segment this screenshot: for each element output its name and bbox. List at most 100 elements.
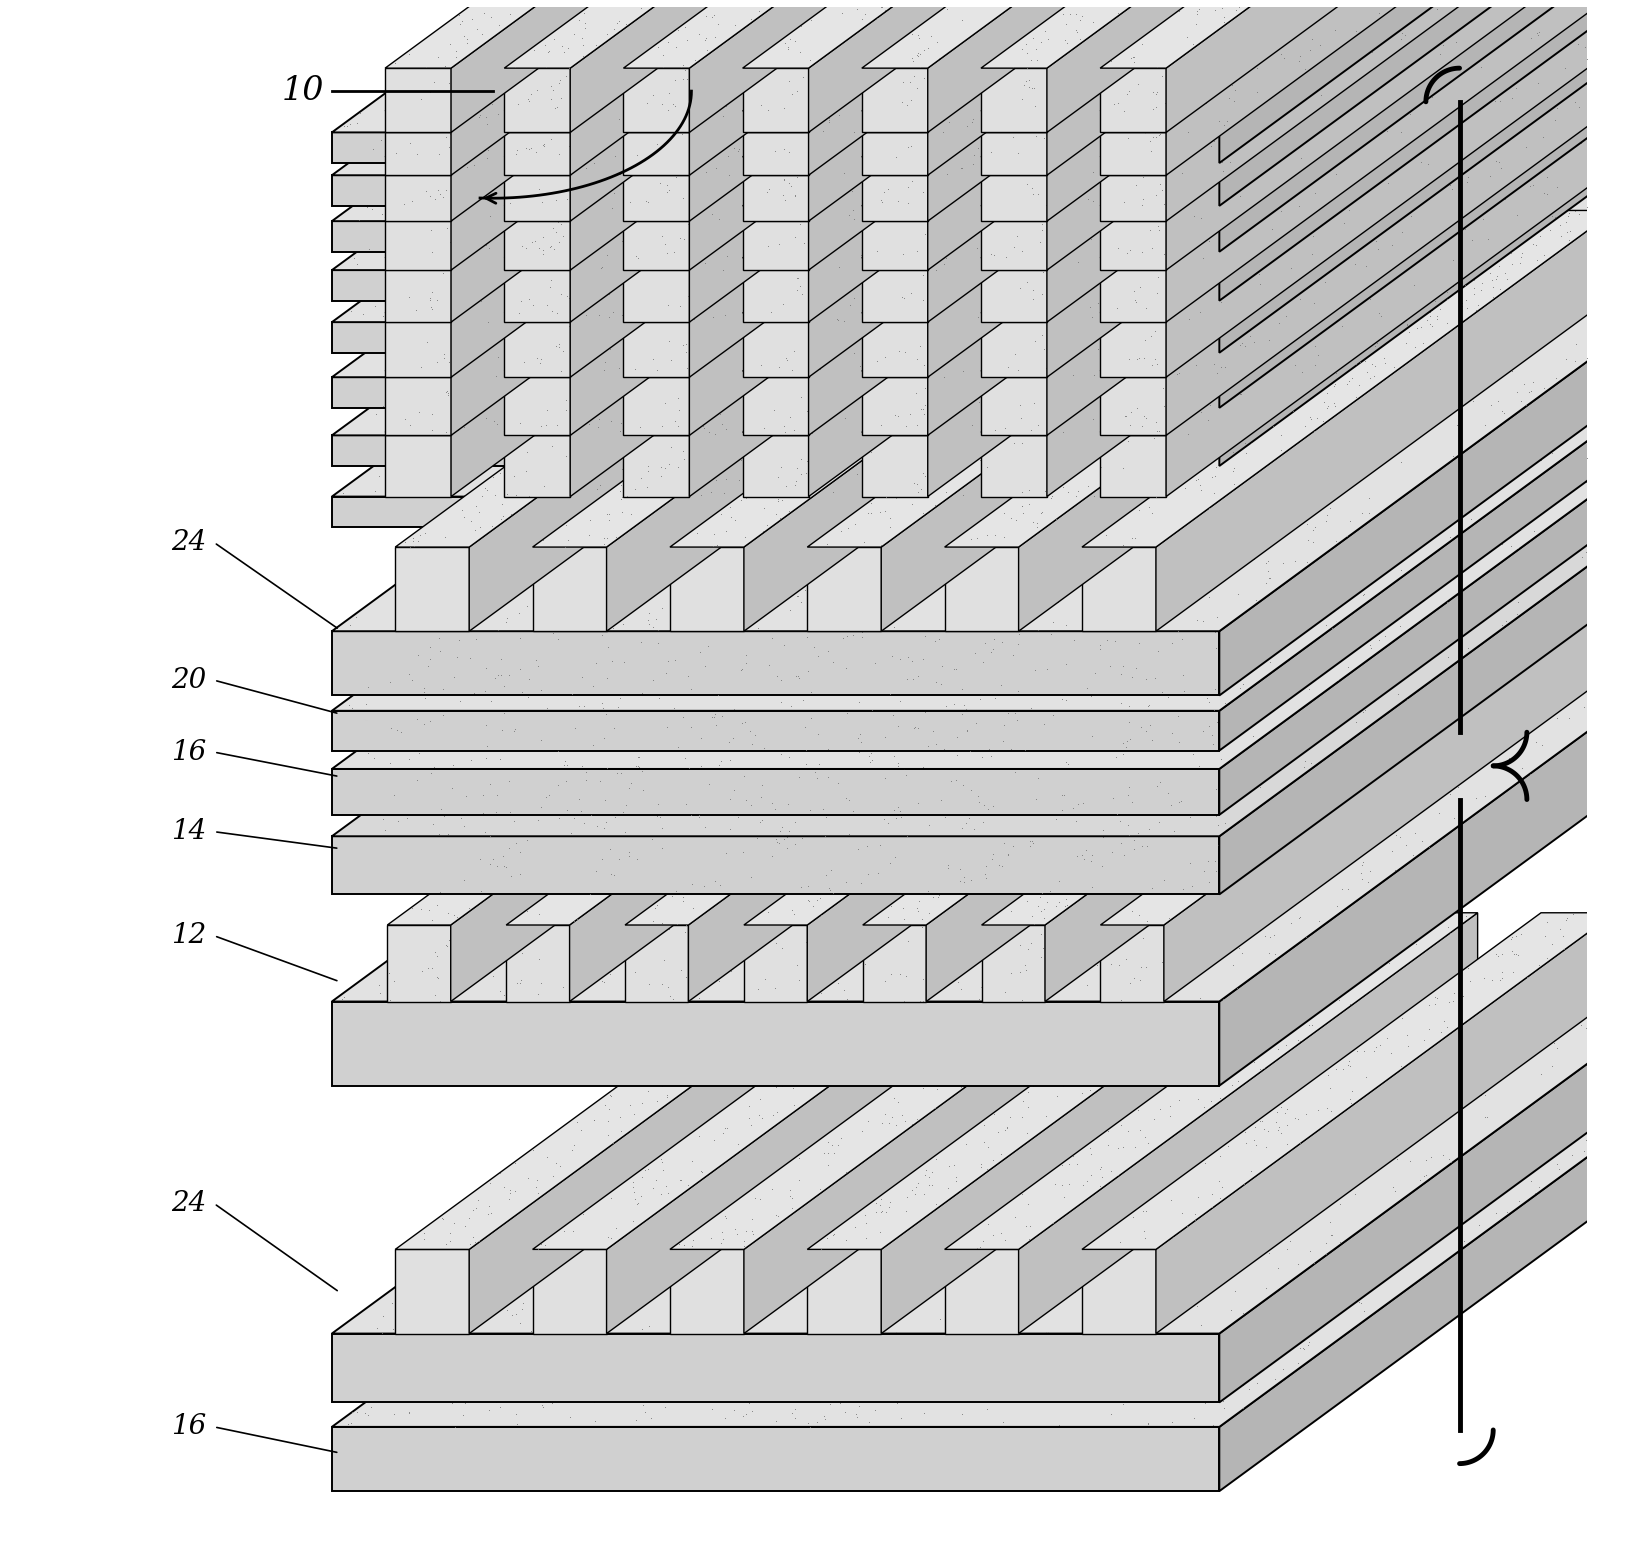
Point — [1416, 201, 1443, 225]
Point — [1267, 698, 1293, 723]
Point — [1240, 1340, 1267, 1365]
Point — [1211, 103, 1237, 128]
Point — [587, 437, 613, 462]
Point — [904, 567, 930, 591]
Point — [871, 131, 897, 156]
Point — [1314, 153, 1341, 178]
Point — [815, 627, 841, 652]
Point — [1112, 65, 1139, 90]
Point — [1009, 1156, 1035, 1181]
Point — [780, 6, 807, 31]
Point — [1007, 480, 1033, 505]
Point — [1058, 307, 1084, 332]
Point — [817, 1072, 843, 1096]
Point — [708, 156, 734, 181]
Point — [810, 706, 836, 730]
Point — [876, 375, 902, 400]
Point — [1209, 49, 1236, 74]
Point — [817, 128, 843, 153]
Point — [1257, 897, 1283, 922]
Point — [767, 1178, 794, 1203]
Point — [928, 8, 955, 32]
Point — [1009, 37, 1035, 62]
Point — [1374, 1025, 1400, 1050]
Point — [1101, 1034, 1127, 1059]
Point — [1382, 791, 1408, 815]
Point — [483, 40, 509, 65]
Point — [1424, 744, 1451, 769]
Point — [914, 994, 940, 1019]
Point — [1510, 732, 1536, 757]
Point — [1083, 17, 1109, 42]
Point — [636, 153, 662, 178]
Point — [841, 1215, 868, 1240]
Point — [524, 270, 550, 295]
Point — [1035, 426, 1061, 451]
Point — [845, 369, 871, 394]
Polygon shape — [470, 913, 928, 1334]
Point — [838, 954, 864, 979]
Point — [958, 696, 984, 721]
Point — [695, 159, 721, 184]
Point — [736, 73, 762, 97]
Point — [994, 1226, 1020, 1251]
Point — [1188, 323, 1214, 347]
Point — [914, 868, 940, 892]
Point — [948, 604, 974, 628]
Point — [782, 184, 808, 208]
Point — [779, 1106, 805, 1130]
Point — [914, 1092, 940, 1116]
Point — [1231, 587, 1257, 611]
Point — [833, 272, 859, 296]
Point — [1355, 814, 1382, 838]
Point — [1204, 812, 1231, 837]
Point — [725, 51, 751, 76]
Point — [680, 315, 706, 340]
Point — [1201, 422, 1227, 446]
Point — [992, 232, 1019, 256]
Point — [582, 1317, 608, 1342]
Point — [1037, 729, 1063, 753]
Point — [915, 733, 941, 758]
Point — [1362, 0, 1388, 17]
Point — [1263, 290, 1290, 315]
Point — [1377, 22, 1403, 46]
Point — [559, 281, 585, 306]
Point — [917, 448, 943, 472]
Point — [1208, 57, 1234, 82]
Point — [702, 137, 728, 162]
Point — [559, 184, 585, 208]
Point — [779, 164, 805, 188]
Point — [1336, 51, 1362, 76]
Point — [1127, 23, 1153, 48]
Point — [711, 474, 738, 499]
Point — [851, 281, 877, 306]
Polygon shape — [1047, 0, 1507, 176]
Point — [764, 31, 790, 56]
Point — [1038, 225, 1065, 250]
Point — [568, 276, 595, 301]
Point — [1132, 74, 1158, 99]
Point — [895, 190, 922, 215]
Point — [1188, 713, 1214, 738]
Point — [1116, 679, 1142, 704]
Point — [1382, 506, 1408, 531]
Point — [1293, 202, 1319, 227]
Point — [1009, 1152, 1035, 1177]
Point — [905, 26, 932, 51]
Point — [1378, 704, 1405, 729]
Point — [951, 245, 978, 270]
Point — [1318, 1102, 1344, 1127]
Point — [376, 750, 403, 775]
Point — [910, 181, 937, 205]
Point — [610, 611, 636, 636]
Point — [1397, 85, 1423, 110]
Point — [1056, 270, 1083, 295]
Point — [1415, 307, 1441, 332]
Point — [895, 204, 922, 229]
Point — [496, 662, 522, 687]
Point — [1150, 868, 1176, 892]
Polygon shape — [807, 210, 1341, 547]
Point — [688, 116, 715, 141]
Point — [710, 550, 736, 574]
